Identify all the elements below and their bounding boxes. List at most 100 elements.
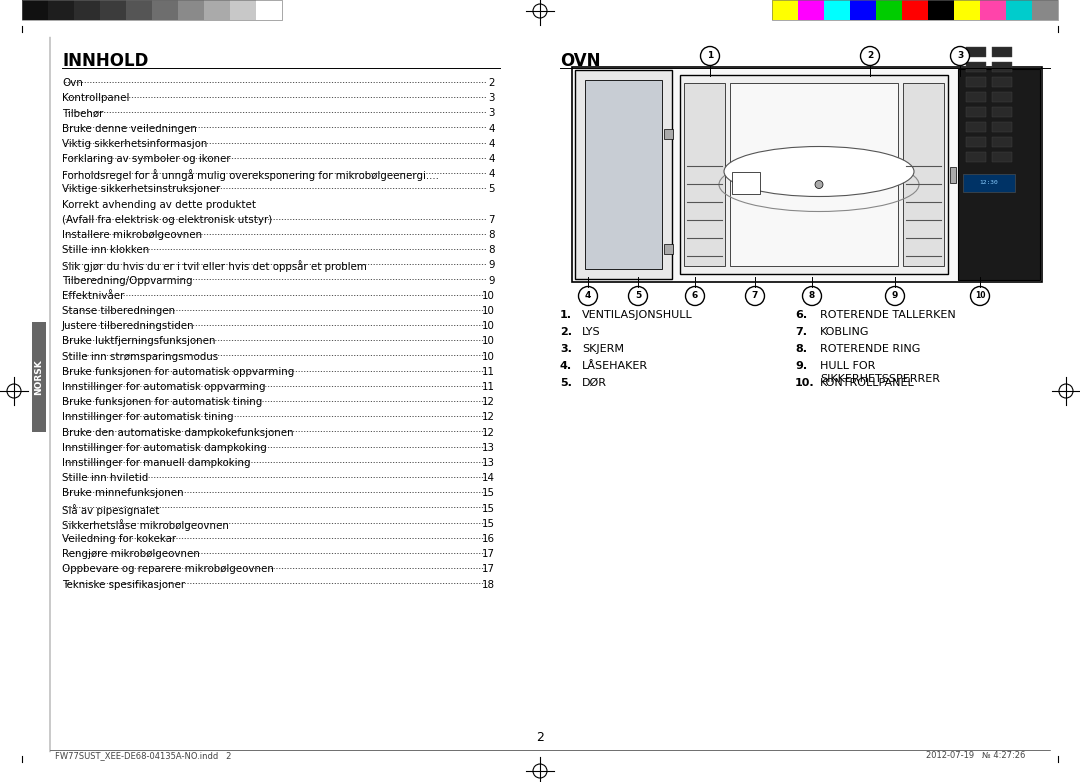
Text: 4: 4 <box>488 138 495 149</box>
Bar <box>152 0 178 20</box>
Bar <box>966 137 986 147</box>
Text: 5: 5 <box>635 291 642 300</box>
Text: SKJERM: SKJERM <box>582 344 624 354</box>
Text: 7: 7 <box>752 291 758 300</box>
Bar <box>993 62 1012 72</box>
Bar <box>966 62 986 72</box>
Text: Bruke denne veiledningen: Bruke denne veiledningen <box>62 124 197 134</box>
Text: 12: 12 <box>482 428 495 438</box>
Bar <box>993 92 1012 102</box>
Text: Veiledning for kokekar: Veiledning for kokekar <box>62 534 176 544</box>
Text: 8: 8 <box>488 246 495 255</box>
Text: 5.: 5. <box>561 378 572 388</box>
Circle shape <box>950 46 970 66</box>
Bar <box>100 0 126 20</box>
Text: Tekniske spesifikasjoner: Tekniske spesifikasjoner <box>62 579 185 590</box>
Text: Innstillinger for manuell dampkoking: Innstillinger for manuell dampkoking <box>62 458 251 468</box>
Bar <box>230 0 256 20</box>
Bar <box>22 0 282 20</box>
Text: 9: 9 <box>488 275 495 285</box>
Bar <box>966 47 986 57</box>
Text: 10: 10 <box>482 352 495 361</box>
Text: Oppbevare og reparere mikrobølgeovnen: Oppbevare og reparere mikrobølgeovnen <box>62 565 274 575</box>
Text: 2: 2 <box>867 51 873 60</box>
Bar <box>980 0 1005 20</box>
Text: Rengjøre mikrobølgeovnen: Rengjøre mikrobølgeovnen <box>62 549 200 559</box>
Circle shape <box>861 46 879 66</box>
Text: 4: 4 <box>488 154 495 164</box>
Circle shape <box>802 286 822 306</box>
Text: 9.: 9. <box>795 361 807 371</box>
Text: Bruke funksjonen for automatisk tining: Bruke funksjonen for automatisk tining <box>62 397 262 407</box>
Bar <box>993 122 1012 132</box>
Circle shape <box>686 286 704 306</box>
Circle shape <box>629 286 648 306</box>
Text: 10: 10 <box>975 291 985 300</box>
Text: Ovn: Ovn <box>62 78 83 88</box>
Text: VENTILASJONSHULL: VENTILASJONSHULL <box>582 310 692 320</box>
Bar <box>772 0 1058 20</box>
Text: 10.: 10. <box>795 378 814 388</box>
Text: Tilbehør: Tilbehør <box>62 109 104 118</box>
Text: 7.: 7. <box>795 327 807 337</box>
Text: Viktige sikkerhetsinstruksjoner: Viktige sikkerhetsinstruksjoner <box>62 185 220 195</box>
Bar <box>966 107 986 117</box>
Bar <box>876 0 902 20</box>
Bar <box>993 152 1012 162</box>
Text: FW77SUST_XEE-DE68-04135A-NO.indd   2: FW77SUST_XEE-DE68-04135A-NO.indd 2 <box>55 751 231 760</box>
Text: 3: 3 <box>488 93 495 103</box>
Text: Bruke luktfjerningsfunksjonen: Bruke luktfjerningsfunksjonen <box>62 336 216 346</box>
Text: Bruke funksjonen for automatisk oppvarming: Bruke funksjonen for automatisk oppvarmi… <box>62 367 294 377</box>
Bar <box>966 77 986 87</box>
Text: HULL FOR: HULL FOR <box>820 361 876 371</box>
Text: 12: 12 <box>482 397 495 407</box>
Bar <box>572 67 1042 282</box>
Text: 11: 11 <box>482 382 495 392</box>
Text: Tilberedning/Oppvarming: Tilberedning/Oppvarming <box>62 275 192 285</box>
Text: Stanse tilberedningen: Stanse tilberedningen <box>62 306 175 316</box>
Text: Bruke den automatiske dampkokefunksjonen: Bruke den automatiske dampkokefunksjonen <box>62 428 294 438</box>
Bar <box>950 167 956 182</box>
Text: 1.: 1. <box>561 310 572 320</box>
Text: 9: 9 <box>892 291 899 300</box>
Text: Installere mikrobølgeovnen: Installere mikrobølgeovnen <box>62 230 202 240</box>
Text: 15: 15 <box>482 504 495 514</box>
Text: 14: 14 <box>482 473 495 483</box>
Text: 13: 13 <box>482 458 495 468</box>
Bar <box>664 129 673 139</box>
Text: 3: 3 <box>957 51 963 60</box>
Bar <box>798 0 824 20</box>
Text: 17: 17 <box>482 549 495 559</box>
Bar <box>575 70 672 279</box>
Bar <box>902 0 928 20</box>
Text: SIKKERHETSSPERRER: SIKKERHETSSPERRER <box>820 374 940 384</box>
Text: DØR: DØR <box>582 378 607 388</box>
Text: ROTERENDE TALLERKEN: ROTERENDE TALLERKEN <box>820 310 956 320</box>
Text: 15: 15 <box>482 518 495 529</box>
Bar <box>966 152 986 162</box>
Text: 10: 10 <box>482 321 495 332</box>
Bar <box>903 83 944 266</box>
Text: Bruke minnefunksjonen: Bruke minnefunksjonen <box>62 489 184 498</box>
Bar <box>48 0 75 20</box>
Text: 2.: 2. <box>561 327 572 337</box>
Bar <box>993 107 1012 117</box>
Bar <box>684 83 725 266</box>
Bar <box>993 47 1012 57</box>
Text: Kontrollpanel: Kontrollpanel <box>62 93 130 103</box>
Text: Korrekt avhending av dette produktet: Korrekt avhending av dette produktet <box>62 199 256 210</box>
Text: 10: 10 <box>482 306 495 316</box>
Bar <box>32 322 46 432</box>
Text: OVN: OVN <box>561 52 600 70</box>
Bar <box>966 92 986 102</box>
Text: 10: 10 <box>482 291 495 301</box>
Bar <box>126 0 152 20</box>
Text: INNHOLD: INNHOLD <box>62 52 148 70</box>
Bar <box>75 0 100 20</box>
Text: 2012-07-19   № 4:27:26: 2012-07-19 № 4:27:26 <box>926 751 1025 760</box>
Bar <box>824 0 850 20</box>
Text: 4: 4 <box>584 291 591 300</box>
Text: 8: 8 <box>809 291 815 300</box>
Text: LYS: LYS <box>582 327 600 337</box>
Bar <box>993 77 1012 87</box>
